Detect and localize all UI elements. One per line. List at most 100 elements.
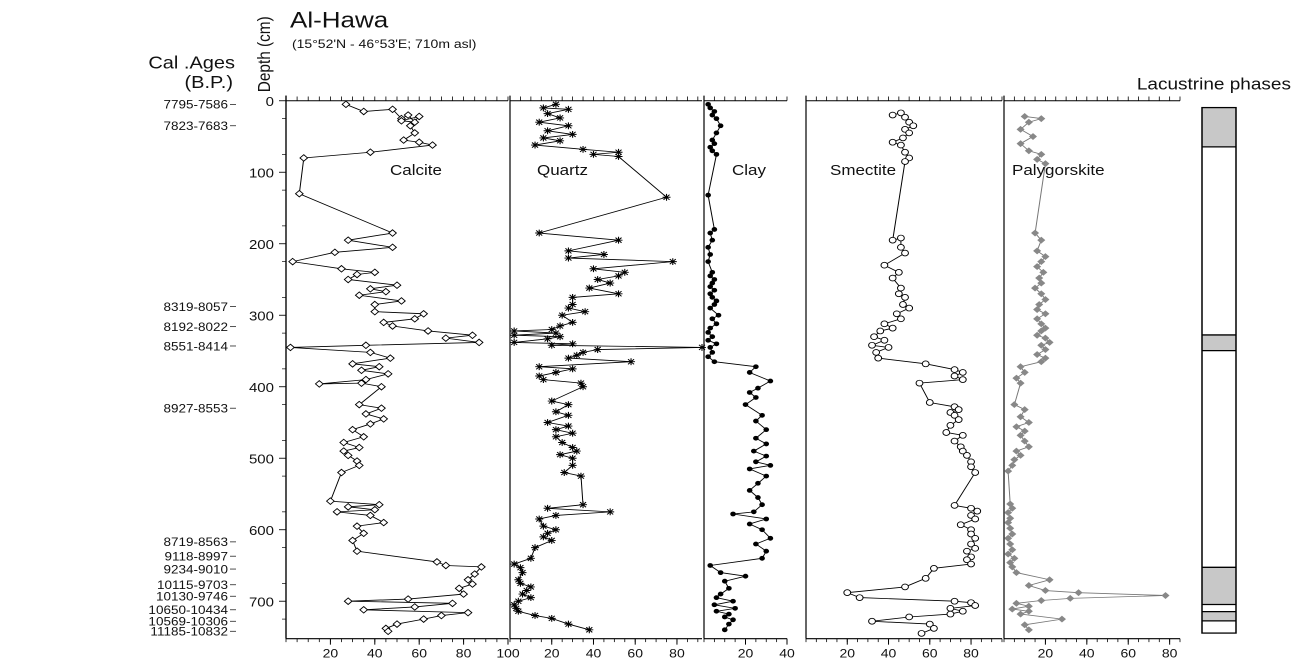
data-point — [551, 369, 560, 376]
data-point — [709, 112, 716, 118]
data-point — [973, 507, 982, 515]
data-point — [709, 280, 716, 286]
data-point — [971, 469, 980, 476]
data-point — [551, 426, 560, 434]
data-point — [510, 331, 519, 339]
data-point — [314, 380, 324, 388]
data-point — [713, 321, 720, 327]
data-point — [1004, 519, 1013, 527]
data-point — [713, 608, 720, 614]
plots-layer: 0 100 200 300 400 500 600 700 7795-7586 7823-7683… — [148, 94, 1237, 660]
data-point — [967, 463, 975, 471]
data-point — [901, 158, 909, 165]
data-point — [1010, 456, 1019, 464]
age-label: 8719-8563 — [163, 536, 228, 549]
data-point — [568, 461, 577, 469]
data-point — [763, 427, 770, 433]
data-point — [510, 560, 519, 568]
data-point — [526, 554, 535, 562]
data-point — [539, 376, 548, 384]
data-point — [709, 269, 716, 275]
data-point — [872, 349, 881, 356]
data-point — [709, 350, 716, 355]
data-point — [767, 378, 774, 384]
age-label: 11185-10832 — [150, 625, 228, 638]
data-point — [755, 385, 761, 391]
data-point — [967, 540, 975, 548]
data-point — [568, 429, 577, 437]
lacustrine-phase-band — [1202, 611, 1236, 621]
data-point — [753, 541, 759, 547]
data-point — [705, 354, 711, 360]
data-point — [564, 401, 573, 409]
data-point — [543, 335, 552, 343]
data-point — [370, 505, 380, 514]
data-point — [888, 274, 897, 282]
age-label: 10115-9703 — [157, 579, 228, 592]
data-point — [888, 324, 897, 332]
panel-clay: 20 40 Clay — [703, 95, 795, 660]
data-point — [352, 547, 362, 556]
data-point — [343, 236, 353, 245]
data-point — [359, 529, 369, 538]
data-point — [1008, 504, 1017, 512]
data-point — [958, 369, 967, 376]
data-point — [294, 189, 304, 198]
data-point — [763, 473, 770, 479]
data-point — [897, 141, 905, 149]
data-point — [874, 354, 883, 362]
data-point — [709, 294, 716, 300]
data-point — [359, 107, 369, 116]
data-point — [763, 453, 770, 459]
data-point — [963, 547, 971, 555]
data-point — [905, 613, 914, 621]
data-point — [958, 447, 967, 455]
data-point — [348, 425, 358, 434]
data-point — [330, 248, 340, 257]
data-point — [1057, 615, 1067, 623]
data-point — [516, 579, 525, 587]
chart-subtitle: (15°52'N - 46°53'E; 710m asl) — [292, 37, 476, 51]
data-point — [715, 312, 722, 318]
data-point — [1037, 327, 1046, 335]
age-label: 7795-7586 — [163, 98, 228, 111]
panel-calcite: 20 40 60 80 100 Calcite — [285, 95, 520, 660]
data-point — [354, 461, 364, 470]
age-label: 8319-8057 — [163, 301, 228, 314]
data-point — [365, 348, 375, 357]
data-point — [410, 129, 420, 137]
data-point — [880, 336, 889, 344]
data-point — [365, 420, 375, 428]
data-point — [558, 311, 567, 319]
data-point — [359, 605, 369, 614]
data-point — [614, 236, 623, 244]
data-point — [767, 462, 774, 468]
data-point — [560, 469, 569, 476]
data-point — [899, 301, 907, 308]
lacustrine-phase-band — [1202, 334, 1236, 351]
data-point — [950, 437, 959, 445]
data-point — [967, 530, 975, 538]
data-point — [1020, 113, 1029, 120]
data-point — [870, 333, 878, 341]
data-point — [1024, 118, 1033, 126]
data-point — [751, 448, 757, 454]
data-point — [410, 603, 420, 611]
data-point — [399, 136, 409, 144]
data-point — [1020, 621, 1029, 629]
data-point — [915, 379, 924, 387]
data-point — [558, 439, 567, 446]
data-point — [392, 620, 402, 628]
data-point — [905, 304, 914, 312]
data-point — [1010, 401, 1019, 409]
data-point — [755, 495, 761, 500]
age-label: 9118-8997 — [164, 550, 228, 563]
data-point — [1008, 605, 1017, 613]
data-point — [354, 291, 364, 300]
data-point — [1041, 324, 1050, 332]
data-point — [620, 268, 629, 276]
data-point — [707, 284, 714, 290]
data-point — [551, 100, 560, 108]
data-point — [518, 569, 527, 577]
data-point — [709, 334, 716, 340]
